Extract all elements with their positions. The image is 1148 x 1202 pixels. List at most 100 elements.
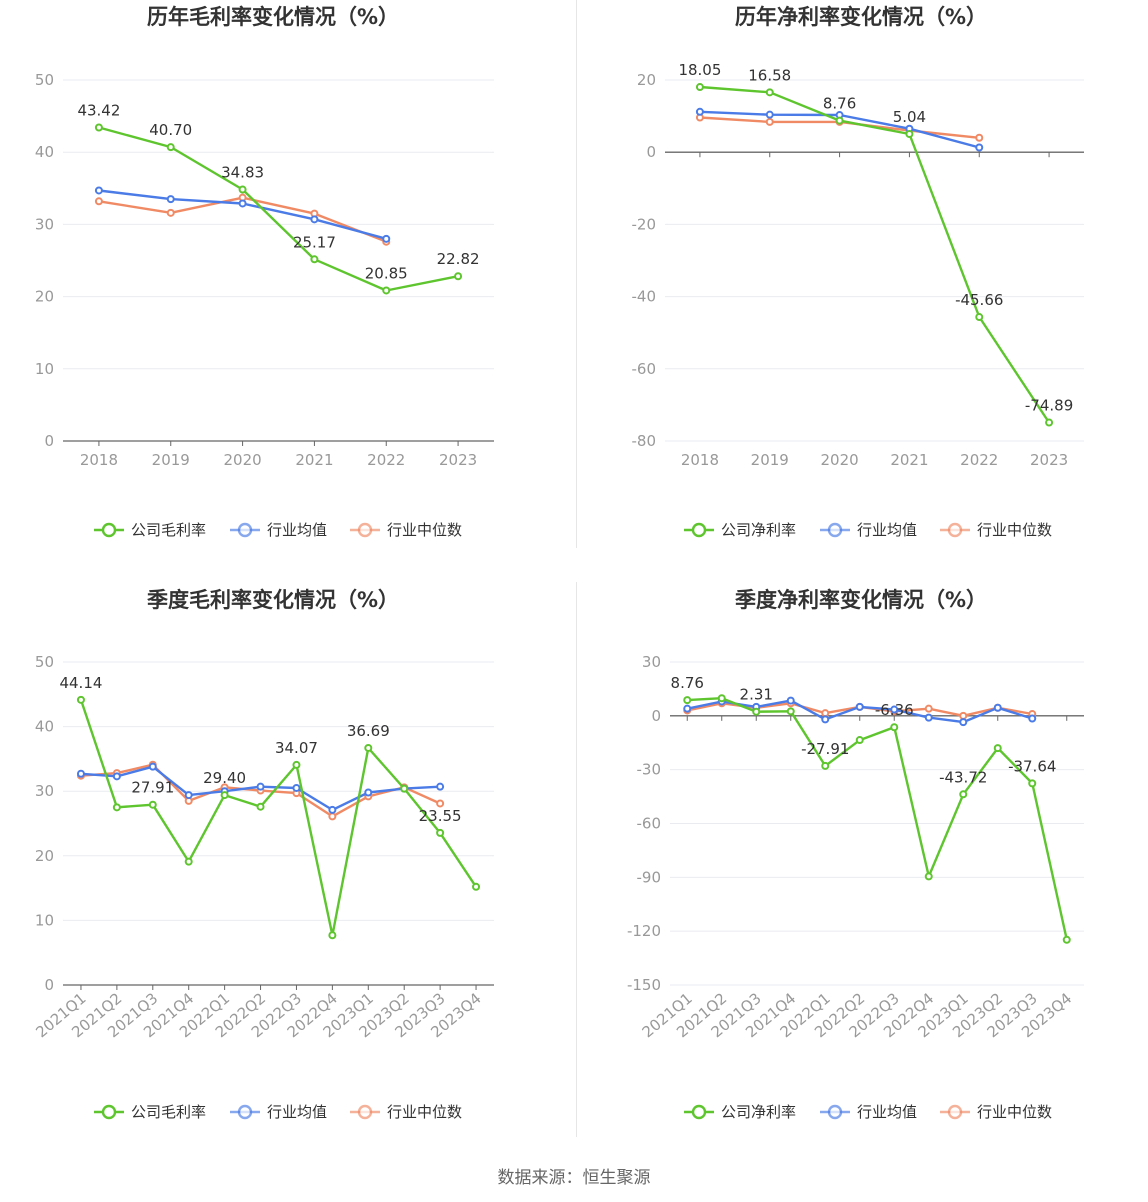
data-point-company (238, 185, 247, 194)
x-tick-label: 2018 (681, 451, 719, 469)
legend-marker-avg (827, 1104, 843, 1120)
legend-label-median: 行业中位数 (977, 1103, 1052, 1121)
data-point-median (166, 208, 175, 217)
series-line-company (699, 85, 1051, 424)
y-tick-label: -150 (627, 976, 661, 994)
data-point-company (924, 872, 933, 881)
data-point-avg (695, 107, 704, 116)
legend-label-company: 公司净利率 (721, 521, 796, 539)
y-tick-label: 50 (35, 653, 54, 671)
y-tick-label: -30 (637, 761, 662, 779)
data-label: 34.83 (221, 164, 264, 182)
data-label: 29.40 (203, 769, 246, 787)
data-label: -43.72 (939, 768, 987, 786)
data-label: 5.04 (893, 108, 926, 126)
data-label: 25.17 (293, 233, 336, 251)
data-point-avg (310, 215, 319, 224)
legend-marker-avg (237, 1104, 253, 1120)
data-point-company (382, 286, 391, 295)
legend-marker-company (101, 1104, 117, 1120)
data-point-company (835, 116, 844, 125)
data-point-avg (184, 791, 193, 800)
data-point-company (220, 791, 229, 800)
legend-marker-company (101, 522, 117, 538)
quarterly-gross-margin-chart: 季度毛利率变化情况（%）010203040502021Q12021Q22021Q… (32, 588, 494, 1121)
data-point-avg (959, 718, 968, 727)
data-label: 8.76 (671, 674, 704, 692)
panel-divider-top (576, 0, 577, 548)
data-point-company (454, 272, 463, 281)
data-point-company (328, 931, 337, 940)
data-label: -45.66 (955, 291, 1003, 309)
chart-panel-annual-gross-margin: 历年毛利率变化情况（%） 0 10 20 30 40 50 2018 2019 2020 2021 2… (0, 0, 574, 582)
data-point-company (993, 744, 1002, 753)
data-point-avg (238, 199, 247, 208)
data-point-company (292, 760, 301, 769)
data-point-median (924, 704, 933, 713)
legend-marker-avg (827, 522, 843, 538)
data-point-company (975, 313, 984, 322)
data-point-company (695, 83, 704, 92)
chart-panel-quarterly-gross-margin: 季度毛利率变化情况（%） 0 10 20 30 40 50 2021Q1 2021Q2 2021Q… (0, 582, 574, 1164)
data-label: -6.36 (875, 701, 914, 719)
data-point-avg (256, 782, 265, 791)
y-tick-label: 50 (35, 71, 54, 89)
y-tick-label: 0 (651, 707, 661, 725)
data-label: -74.89 (1025, 397, 1073, 415)
y-tick-label: 20 (35, 847, 54, 865)
legend-label-median: 行业中位数 (387, 1103, 462, 1121)
y-tick-label: 10 (35, 911, 54, 929)
legend-label-company: 公司毛利率 (131, 1103, 206, 1121)
data-point-company (166, 143, 175, 152)
y-tick-label: 10 (35, 360, 54, 378)
data-point-avg (975, 143, 984, 152)
data-point-avg (76, 769, 85, 778)
data-point-company (112, 803, 121, 812)
legend-label-company: 公司毛利率 (131, 521, 206, 539)
legend-marker-company (691, 1104, 707, 1120)
x-tick-label: 2018 (80, 451, 118, 469)
data-point-median (328, 812, 337, 821)
data-label: 36.69 (347, 722, 390, 740)
annual-net-margin-chart: 历年净利率变化情况（%） -80 -60 -40 -20 0 20 2018 2019 2020 2… (632, 5, 1084, 539)
data-point-median (765, 117, 774, 126)
data-label: 16.58 (748, 66, 791, 84)
data-point-avg (112, 772, 121, 781)
data-point-avg (786, 696, 795, 705)
data-label: -37.64 (1008, 757, 1056, 775)
x-tick-label: 2021 (890, 451, 928, 469)
data-point-company (717, 694, 726, 703)
x-tick-label: 2022 (960, 451, 998, 469)
data-point-company (472, 882, 481, 891)
data-point-avg (364, 788, 373, 797)
y-tick-label: 0 (646, 143, 656, 161)
data-label: 8.76 (823, 95, 856, 113)
data-point-avg (94, 186, 103, 195)
data-label: 40.70 (149, 121, 192, 139)
legend-marker-company (691, 522, 707, 538)
data-point-avg (292, 783, 301, 792)
y-tick-label: -60 (637, 815, 662, 833)
y-tick-label: -40 (632, 288, 657, 306)
y-tick-label: 40 (35, 143, 54, 161)
data-point-company (400, 784, 409, 793)
data-point-avg (821, 715, 830, 724)
data-point-company (765, 88, 774, 97)
data-label: -27.91 (801, 740, 849, 758)
legend-label-median: 行业中位数 (387, 521, 462, 539)
chart-title: 历年净利率变化情况（%） (735, 5, 987, 29)
y-tick-label: 30 (642, 653, 661, 671)
chart-panel-quarterly-net-margin: 季度净利率变化情况（%） -150 -120 -90 -60 -30 0 30 2021Q1 20… (574, 582, 1148, 1164)
data-point-avg (436, 782, 445, 791)
data-point-company (1062, 935, 1071, 944)
legend-marker-median (947, 522, 963, 538)
data-point-avg (382, 234, 391, 243)
series-line-company (79, 699, 477, 937)
y-tick-label: -80 (632, 432, 657, 450)
data-label: 18.05 (678, 61, 721, 79)
data-label: 34.07 (275, 739, 318, 757)
data-point-median (975, 133, 984, 142)
data-point-avg (855, 702, 864, 711)
legend-marker-median (357, 522, 373, 538)
data-point-company (94, 123, 103, 132)
